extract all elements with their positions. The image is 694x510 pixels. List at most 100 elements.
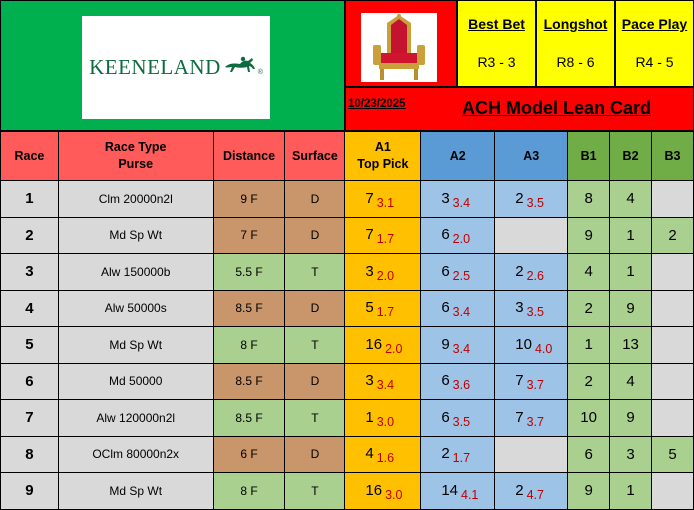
pick-odds: 3.5 bbox=[526, 195, 544, 210]
race-number: 2 bbox=[0, 216, 59, 254]
surface: D bbox=[284, 435, 346, 473]
b2-pick: 1 bbox=[609, 216, 652, 254]
throne-icon bbox=[373, 14, 425, 80]
logo-area: KEENELAND ® bbox=[0, 0, 345, 131]
pick-number: 2 bbox=[515, 262, 524, 280]
surface: T bbox=[284, 253, 346, 291]
logo-text: KEENELAND bbox=[89, 55, 221, 79]
pick-number: 16 bbox=[365, 335, 383, 353]
distance: 8.5 F bbox=[212, 289, 286, 327]
distance: 8 F bbox=[212, 472, 286, 510]
pick-odds: 2.6 bbox=[526, 268, 544, 283]
pick-number: 6 bbox=[441, 408, 450, 426]
a1-top-pick: 7 1.7 bbox=[344, 216, 422, 254]
pick-odds: 3.4 bbox=[452, 305, 471, 320]
b2-pick: 4 bbox=[609, 180, 652, 218]
pick-number: 6 bbox=[441, 226, 450, 244]
col-distance: Distance bbox=[212, 131, 286, 181]
surface: D bbox=[284, 216, 346, 254]
b2-pick: 4 bbox=[609, 362, 652, 400]
surface: T bbox=[284, 326, 346, 364]
pick-number: 3 bbox=[365, 372, 374, 390]
a1-top-pick: 3 3.4 bbox=[344, 362, 422, 400]
b2-pick: 1 bbox=[609, 472, 652, 510]
pick-odds: 1.7 bbox=[452, 451, 471, 466]
b1-pick: 1 bbox=[567, 326, 611, 364]
pick-number: 2 bbox=[515, 189, 524, 207]
pick-odds: 4.7 bbox=[526, 487, 544, 502]
pick-odds: 1.6 bbox=[376, 451, 395, 466]
pick-number: 7 bbox=[515, 408, 524, 426]
pick-odds: 3.1 bbox=[376, 195, 395, 210]
pick-number: 7 bbox=[365, 226, 374, 244]
race-number: 8 bbox=[0, 435, 59, 473]
a2-pick: 6 2.5 bbox=[420, 253, 496, 291]
a3-pick bbox=[494, 435, 569, 473]
b3-pick bbox=[651, 399, 694, 437]
col-race-type: Race Type Purse bbox=[57, 131, 214, 181]
race-type: Md Sp Wt bbox=[57, 216, 214, 254]
longshot-panel: Longshot R8 - 6 bbox=[536, 0, 615, 87]
a2-pick: 9 3.4 bbox=[420, 326, 496, 364]
card-date: 10/23/2025 bbox=[348, 98, 406, 110]
a2-pick: 14 4.1 bbox=[420, 472, 496, 510]
pick-odds: 3.7 bbox=[526, 414, 544, 429]
b3-pick bbox=[651, 180, 694, 218]
pick-odds: 2.0 bbox=[452, 232, 471, 247]
a3-pick: 7 3.7 bbox=[494, 399, 569, 437]
a3-pick: 2 3.5 bbox=[494, 180, 569, 218]
a2-pick: 6 3.6 bbox=[420, 362, 496, 400]
b1-pick: 6 bbox=[567, 435, 611, 473]
distance: 6 F bbox=[212, 435, 286, 473]
pick-odds: 1.7 bbox=[376, 232, 395, 247]
column-header-row: Race Race Type Purse Distance Surface A1 T… bbox=[0, 131, 694, 181]
col-b1: B1 bbox=[567, 131, 611, 181]
race-type: Alw 120000n2l bbox=[57, 399, 214, 437]
pick-number: 3 bbox=[365, 262, 374, 280]
distance: 9 F bbox=[212, 180, 286, 218]
pick-number: 6 bbox=[441, 372, 450, 390]
pick-odds: 3.4 bbox=[376, 378, 395, 393]
b1-pick: 4 bbox=[567, 253, 611, 291]
best-bet-title: Best Bet bbox=[468, 16, 525, 32]
b1-pick: 2 bbox=[567, 289, 611, 327]
pick-number: 16 bbox=[365, 481, 383, 499]
pick-odds: 3.4 bbox=[452, 195, 471, 210]
b1-pick: 9 bbox=[567, 472, 611, 510]
surface: D bbox=[284, 180, 346, 218]
b3-pick bbox=[651, 253, 694, 291]
throne-area bbox=[345, 0, 457, 87]
pick-number: 3 bbox=[515, 299, 524, 317]
race-type: Md Sp Wt bbox=[57, 326, 214, 364]
b2-pick: 9 bbox=[609, 289, 652, 327]
a1-top-pick: 16 2.0 bbox=[344, 326, 422, 364]
a2-pick: 3 3.4 bbox=[420, 180, 496, 218]
pick-number: 2 bbox=[515, 481, 524, 499]
distance: 8.5 F bbox=[212, 399, 286, 437]
a3-pick: 10 4.0 bbox=[494, 326, 569, 364]
pick-number: 3 bbox=[441, 189, 450, 207]
pick-odds: 2.5 bbox=[452, 268, 471, 283]
b2-pick: 13 bbox=[609, 326, 652, 364]
pick-odds: 3.5 bbox=[526, 305, 544, 320]
a1-top-pick: 3 2.0 bbox=[344, 253, 422, 291]
race-number: 1 bbox=[0, 180, 59, 218]
b3-pick bbox=[651, 289, 694, 327]
surface: D bbox=[284, 289, 346, 327]
race-number: 4 bbox=[0, 289, 59, 327]
race-row: 5 Md Sp Wt 8 F T 16 2.0 9 3.4 10 4.0 1 13 bbox=[0, 326, 694, 364]
pick-odds: 4.1 bbox=[461, 487, 479, 502]
pick-odds: 4.0 bbox=[534, 341, 553, 356]
a3-pick: 2 2.6 bbox=[494, 253, 569, 291]
b2-pick: 9 bbox=[609, 399, 652, 437]
race-type: Alw 50000s bbox=[57, 289, 214, 327]
col-a3: A3 bbox=[494, 131, 569, 181]
b1-pick: 8 bbox=[567, 180, 611, 218]
race-row: 3 Alw 150000b 5.5 F T 3 2.0 6 2.5 2 2.6 4 1 bbox=[0, 253, 694, 291]
longshot-value: R8 - 6 bbox=[556, 54, 595, 70]
pace-play-title: Pace Play bbox=[621, 16, 688, 32]
race-row: 9 Md Sp Wt 8 F T 16 3.0 14 4.1 2 4.7 9 1 bbox=[0, 472, 694, 510]
race-number: 6 bbox=[0, 362, 59, 400]
throne-image bbox=[361, 13, 437, 82]
horse-jockey-icon bbox=[224, 56, 255, 72]
